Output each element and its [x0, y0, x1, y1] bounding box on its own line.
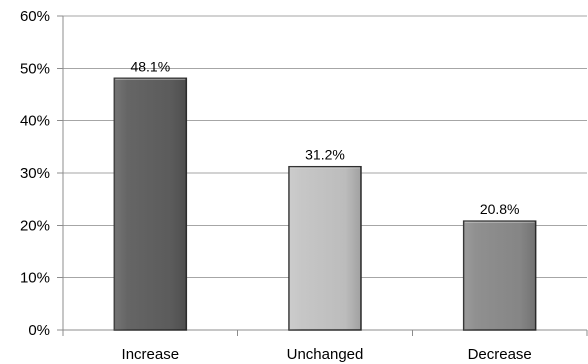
x-category-label-unchanged: Unchanged — [287, 346, 364, 363]
data-label-decrease: 20.8% — [480, 201, 520, 217]
y-tick-label: 10% — [20, 270, 50, 287]
bar-shading-increase — [114, 78, 187, 330]
x-category-label-decrease: Decrease — [468, 346, 532, 363]
x-category-label-increase: Increase — [122, 346, 180, 363]
bars — [113, 77, 537, 331]
y-tick-label: 40% — [20, 113, 50, 130]
bar-shading-unchanged — [289, 166, 361, 330]
y-tick-label: 60% — [20, 8, 50, 25]
bar-shading-decrease — [463, 221, 536, 330]
y-tick-label: 50% — [20, 60, 50, 77]
data-label-increase: 48.1% — [130, 58, 170, 74]
y-tick-label: 20% — [20, 217, 50, 234]
labels: 0% 10% 20% 30% 40% 50% 60% 48.1% Increase 31.2% Un… — [20, 8, 532, 363]
y-tick-label: 30% — [20, 165, 50, 182]
y-tick-label: 0% — [28, 322, 50, 339]
data-label-unchanged: 31.2% — [305, 147, 345, 163]
